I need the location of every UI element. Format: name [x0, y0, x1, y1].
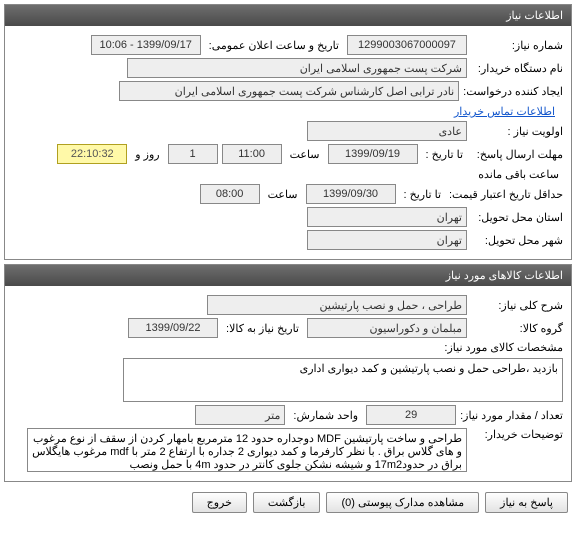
row-general-desc: شرح کلی نیاز: — [13, 295, 563, 315]
need-number-label: شماره نیاز: — [471, 39, 563, 52]
days-and-label: روز و — [131, 148, 163, 161]
buyer-org-label: نام دستگاه خریدار: — [471, 62, 563, 75]
row-delivery-province: استان محل تحویل: — [13, 207, 563, 227]
goods-date-field — [128, 318, 218, 338]
goods-info-title: اطلاعات کالاهای مورد نیاز — [446, 270, 563, 282]
need-info-title: اطلاعات نیاز — [506, 10, 563, 22]
credit-time-field — [200, 184, 260, 204]
delivery-province-label: استان محل تحویل: — [471, 211, 563, 224]
quantity-field — [366, 405, 456, 425]
goods-info-panel: اطلاعات کالاهای مورد نیاز شرح کلی نیاز: … — [4, 264, 572, 482]
attachments-button[interactable]: مشاهده مدارک پیوستی (0) — [326, 492, 479, 513]
delivery-city-field — [307, 230, 467, 250]
deadline-time-label: ساعت — [286, 148, 324, 161]
credit-to-date-label: تا تاریخ : — [400, 188, 445, 201]
row-buyer-org: نام دستگاه خریدار: — [13, 58, 563, 78]
buyer-notes-label: توضیحات خریدار: — [471, 428, 563, 441]
general-desc-label: شرح کلی نیاز: — [471, 299, 563, 312]
goods-date-label: تاریخ نیاز به کالا: — [222, 322, 303, 335]
buyer-org-field — [127, 58, 467, 78]
requester-field — [119, 81, 459, 101]
deadline-date-field — [328, 144, 418, 164]
return-button[interactable]: بازگشت — [253, 492, 321, 513]
exit-button[interactable]: خروج — [192, 492, 247, 513]
row-delivery-city: شهر محل تحویل: — [13, 230, 563, 250]
public-datetime-field — [91, 35, 201, 55]
goods-spec-field — [123, 358, 563, 402]
row-quantity: تعداد / مقدار مورد نیاز: واحد شمارش: — [13, 405, 563, 425]
delivery-city-label: شهر محل تحویل: — [471, 234, 563, 247]
need-number-field — [347, 35, 467, 55]
unit-label: واحد شمارش: — [289, 409, 362, 422]
row-credit: حداقل تاریخ اعتبار قیمت: تا تاریخ : ساعت — [13, 184, 563, 204]
delivery-province-field — [307, 207, 467, 227]
row-goods-spec: مشخصات کالای مورد نیاز: — [13, 341, 563, 402]
public-datetime-label: تاریخ و ساعت اعلان عمومی: — [205, 39, 343, 52]
row-goods-group: گروه کالا: تاریخ نیاز به کالا: — [13, 318, 563, 338]
unit-field — [195, 405, 285, 425]
days-count-field — [168, 144, 218, 164]
to-date-label: تا تاریخ : — [422, 148, 467, 161]
requester-label: ایجاد کننده درخواست: — [463, 85, 563, 98]
credit-time-label: ساعت — [264, 188, 302, 201]
goods-info-header: اطلاعات کالاهای مورد نیاز — [5, 265, 571, 286]
deadline-label: مهلت ارسال پاسخ: — [471, 148, 563, 161]
remaining-label: ساعت باقی مانده — [474, 168, 563, 181]
need-info-header: اطلاعات نیاز — [5, 5, 571, 26]
buyer-notes-field — [27, 428, 467, 472]
credit-date-field — [306, 184, 396, 204]
respond-button[interactable]: پاسخ به نیاز — [485, 492, 568, 513]
row-deadline: مهلت ارسال پاسخ: تا تاریخ : ساعت روز و س… — [13, 144, 563, 181]
deadline-time-field — [222, 144, 282, 164]
remaining-time-field — [57, 144, 127, 164]
credit-min-label: حداقل تاریخ اعتبار قیمت: — [449, 188, 563, 201]
row-buyer-notes: توضیحات خریدار: — [13, 428, 563, 472]
goods-group-field — [307, 318, 467, 338]
goods-group-label: گروه کالا: — [471, 322, 563, 335]
goods-info-body: شرح کلی نیاز: گروه کالا: تاریخ نیاز به ک… — [5, 286, 571, 481]
goods-spec-label: مشخصات کالای مورد نیاز: — [444, 341, 563, 354]
row-need-number: شماره نیاز: تاریخ و ساعت اعلان عمومی: — [13, 35, 563, 55]
row-priority: اولویت نیاز : — [13, 121, 563, 141]
priority-label: اولویت نیاز : — [471, 125, 563, 138]
need-info-panel: اطلاعات نیاز شماره نیاز: تاریخ و ساعت اع… — [4, 4, 572, 260]
need-info-body: شماره نیاز: تاریخ و ساعت اعلان عمومی: نا… — [5, 26, 571, 259]
quantity-label: تعداد / مقدار مورد نیاز: — [460, 409, 563, 422]
contact-link[interactable]: اطلاعات تماس خریدار — [454, 105, 555, 118]
general-desc-field — [207, 295, 467, 315]
action-button-row: پاسخ به نیاز مشاهده مدارک پیوستی (0) باز… — [0, 486, 576, 519]
row-requester: ایجاد کننده درخواست: اطلاعات تماس خریدار — [13, 81, 563, 118]
priority-field — [307, 121, 467, 141]
